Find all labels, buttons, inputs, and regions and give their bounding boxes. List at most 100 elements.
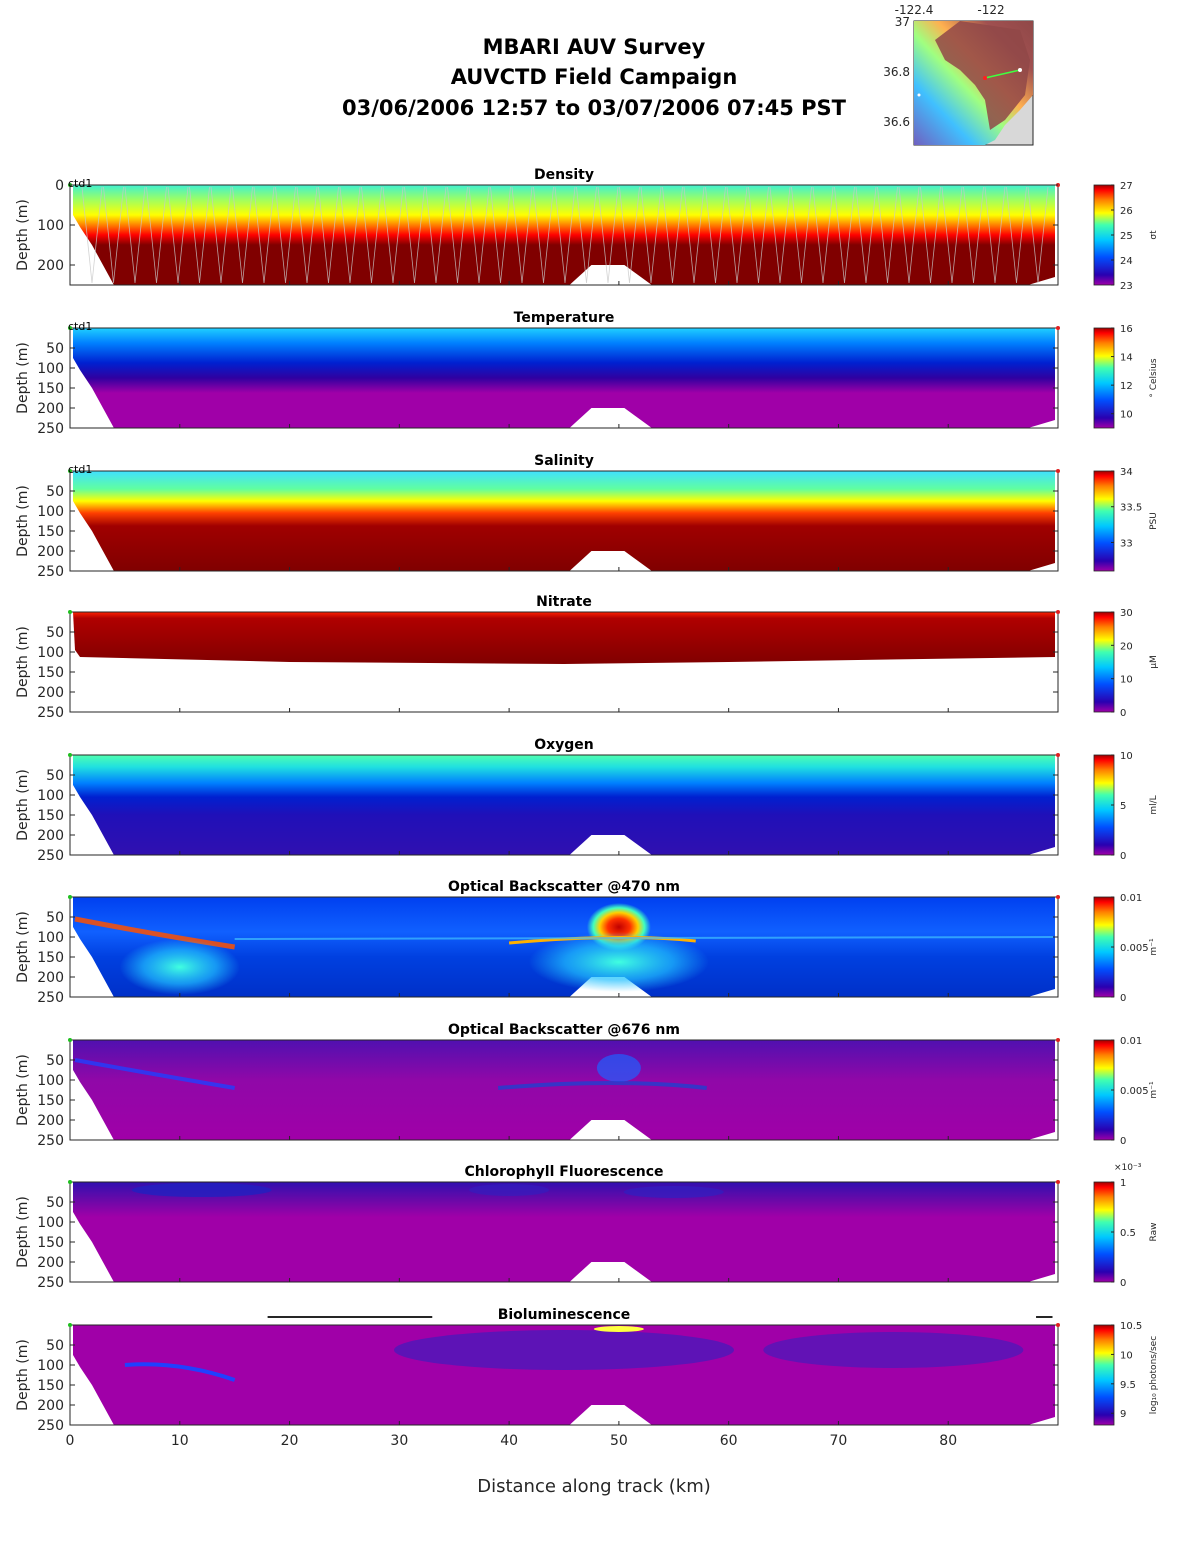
panel-7: Optical Backscatter @676 nm 50 100 150 200 25… [15,1022,1159,1149]
x-tick-label: 0 [66,1433,75,1449]
y-axis-label: Depth (m) [15,1196,31,1268]
inset-map: -122.4 -122 37 36.8 36.6 [883,3,1034,146]
colorbar-tick-label: 0.005 [1120,1086,1149,1097]
y-tick-label: 100 [37,504,64,520]
colorbar-tick-label: 16 [1120,324,1133,335]
panel-title: Density [534,167,594,183]
bioluminescence-hotspot [593,1326,644,1332]
colorbar-exponent: ×10⁻³ [1114,1163,1142,1173]
start-marker [68,1180,72,1184]
y-tick-label: 150 [37,1093,64,1109]
figure-title-line2: AUVCTD Field Campaign [451,65,738,89]
y-tick-label: 100 [37,645,64,661]
y-tick-label: 150 [37,950,64,966]
end-marker [1056,610,1060,614]
backscatter-layer [234,936,1054,940]
inset-map-end-marker [1018,68,1022,72]
axes-box [69,470,1059,572]
colorbar-tick-label: 0 [1120,851,1126,862]
auv-track [511,186,533,284]
y-tick-label: 200 [37,401,64,417]
y-axis-label: Depth (m) [15,199,31,271]
panel-title: Optical Backscatter @470 nm [448,879,680,895]
colorbar-label: m⁻¹ [1149,938,1159,956]
end-marker [1056,326,1060,330]
colorbar-label: ml/L [1149,795,1159,814]
y-tick-label: 250 [37,1275,64,1291]
panel-4: Nitrate 50 100 150 200 250 Depth (m) 0 10 20 30 μM [15,594,1159,721]
colorbar-tick-label: 12 [1120,381,1133,392]
inset-map-track [984,69,1021,79]
y-tick-label: 50 [46,1053,64,1069]
colorbar-tick-label: 0.005 [1120,943,1149,954]
y-axis-label: Depth (m) [15,769,31,841]
panel-title: Optical Backscatter @676 nm [448,1022,680,1038]
bioluminescence-layer [124,1362,236,1382]
y-tick-label: 0 [55,178,64,194]
auv-track [662,186,683,284]
panel-title: Oxygen [534,737,594,753]
auv-track [468,186,490,284]
axes-box [69,896,1059,998]
y-tick-label: 100 [37,1215,64,1231]
panel-title: Nitrate [536,594,592,610]
auv-track [920,186,941,284]
y-tick-label: 100 [37,361,64,377]
start-marker [68,469,72,473]
backscatter-layer [74,916,236,950]
colorbar-label: μM [1149,655,1159,669]
panel-1: Density ctd1 0 100 200 Depth (m) 23 24 25 26 27 σt [15,167,1159,292]
panel-annotation: ctd1 [68,320,92,333]
y-tick-label: 150 [37,665,64,681]
colorbar [1093,470,1115,572]
x-tick-label: 70 [830,1433,848,1449]
panel-annotation: ctd1 [68,463,92,476]
backscatter-layer [497,1081,707,1090]
y-tick-label: 100 [37,1358,64,1374]
y-tick-label: 250 [37,990,64,1006]
figure-title-line3: 03/06/2006 12:57 to 03/07/2006 07:45 PST [342,96,847,120]
chlorophyll-patch [469,1184,550,1196]
y-tick-label: 100 [37,788,64,804]
chlorophyll-patch [623,1186,724,1198]
x-tick-label: 50 [610,1433,628,1449]
y-tick-label: 150 [37,808,64,824]
y-tick-label: 200 [37,544,64,560]
auv-track [232,186,253,284]
x-tick-label: 80 [939,1433,957,1449]
colorbar-tick-label: 24 [1120,256,1133,267]
auv-track [1006,186,1027,284]
y-tick-label: 150 [37,1378,64,1394]
inset-map-ytick: 36.8 [883,65,910,79]
colorbar-tick-label: 10 [1120,410,1133,421]
bioluminescence-patch [394,1330,734,1370]
data-field [73,471,1055,571]
data-field [73,1182,1055,1282]
y-tick-label: 200 [37,258,64,274]
inset-map-xtick: -122 [977,3,1004,17]
colorbar-tick-label: 9.5 [1120,1380,1136,1391]
y-axis-label: Depth (m) [15,626,31,698]
x-tick-label: 40 [500,1433,518,1449]
auv-track [963,186,984,284]
start-marker [68,1323,72,1327]
chlorophyll-patch [131,1183,272,1197]
auv-track [146,186,167,284]
colorbar-tick-label: 25 [1120,231,1133,242]
panel-2: Temperature ctd1 50 100 150 200 250 Depth (m) 10… [15,310,1159,437]
y-tick-label: 250 [37,848,64,864]
colorbar-tick-label: 1 [1120,1178,1126,1189]
auv-track [812,186,834,284]
y-tick-label: 200 [37,828,64,844]
y-tick-label: 100 [37,218,64,234]
auv-track [404,186,425,284]
colorbar-tick-label: 14 [1120,353,1133,364]
panel-8: Chlorophyll Fluorescence 50 100 150 200 250 De… [15,1163,1159,1291]
auv-track [683,186,705,284]
colorbar-tick-label: 0 [1120,1278,1126,1289]
auv-track [1027,186,1049,284]
end-marker [1056,895,1060,899]
colorbar-tick-label: 20 [1120,641,1133,652]
colorbar-tick-label: 5 [1120,801,1126,812]
auv-track [769,186,791,284]
